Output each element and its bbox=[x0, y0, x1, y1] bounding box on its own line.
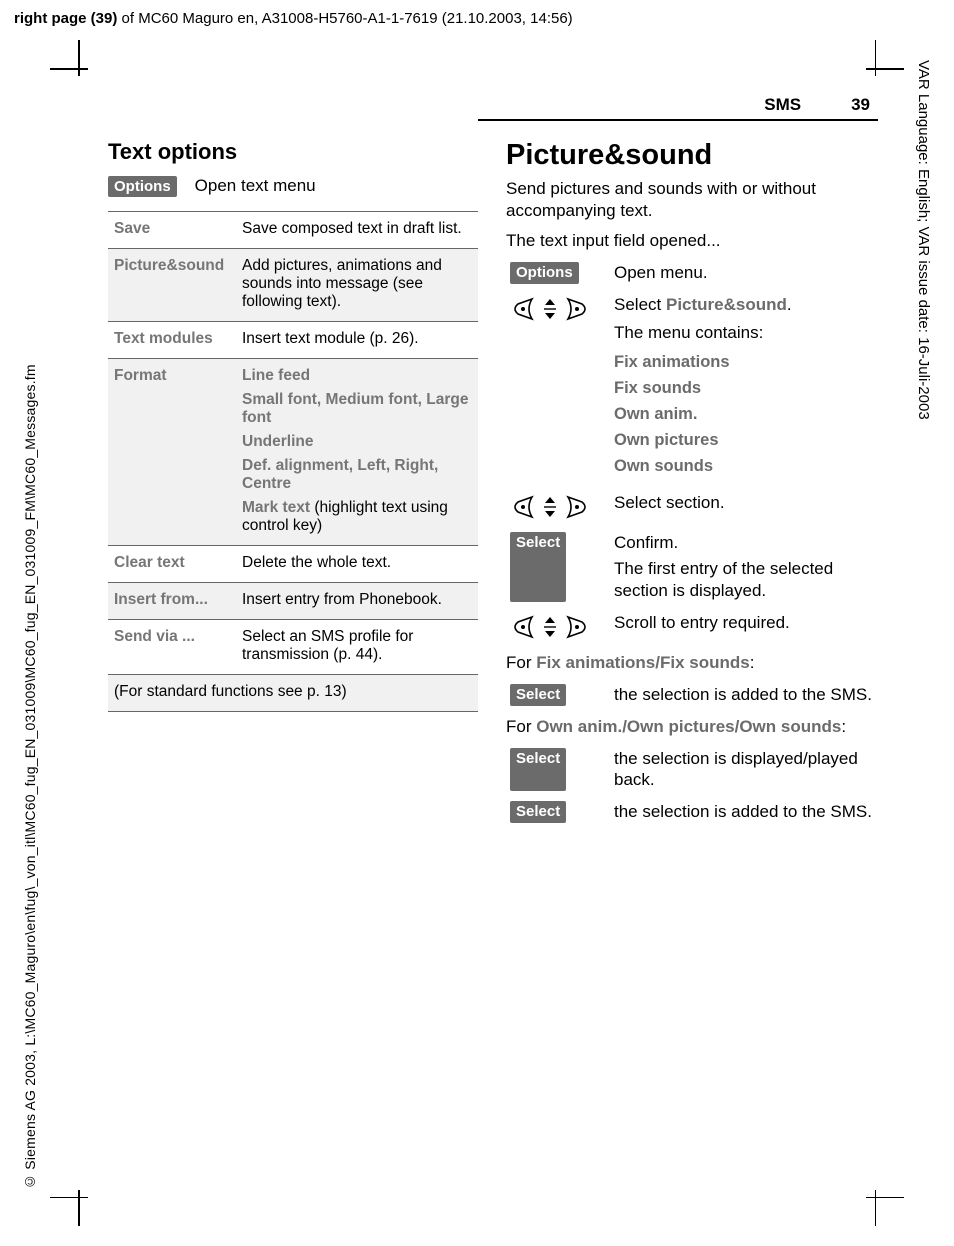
confirm-text: Confirm. bbox=[614, 532, 876, 554]
table-row: Insert from...Insert entry from Phoneboo… bbox=[108, 583, 478, 620]
opt-clear-desc: Delete the whole text. bbox=[236, 546, 478, 583]
crop-mark bbox=[875, 40, 877, 76]
step-confirm: Select Confirm. The first entry of the s… bbox=[506, 532, 876, 601]
select-softkey: Select bbox=[510, 532, 566, 601]
intro-1: Send pictures and sounds with or without… bbox=[506, 178, 876, 222]
opt-textmod-desc: Insert text module (p. 26). bbox=[236, 322, 478, 359]
running-head: SMS 39 bbox=[478, 95, 878, 121]
opt-sendvia-desc: Select an SMS profile for transmission (… bbox=[236, 620, 478, 675]
opt-picsnd-desc: Add pictures, animations and sounds into… bbox=[236, 249, 478, 322]
step-own-select-1: Select the selection is displayed/played… bbox=[506, 748, 876, 792]
select-ps-bold: Picture&sound bbox=[666, 295, 787, 314]
crop-mark bbox=[875, 1190, 877, 1226]
crop-mark bbox=[78, 1190, 80, 1226]
left-column: Text options Options Open text menu Save… bbox=[108, 139, 478, 833]
opt-insert-label: Insert from... bbox=[108, 583, 236, 620]
source-header-bold: right page (39) bbox=[14, 10, 117, 27]
format-line: Line feed bbox=[242, 367, 472, 385]
picture-sound-heading: Picture&sound bbox=[506, 139, 876, 172]
scroll-text: Scroll to entry required. bbox=[614, 612, 876, 642]
table-row: Picture&soundAdd pictures, animations an… bbox=[108, 249, 478, 322]
crop-mark bbox=[866, 68, 904, 70]
format-mark-line: Mark text (highlight text using control … bbox=[242, 499, 472, 535]
select-softkey: Select bbox=[510, 684, 566, 706]
sel-added-text-2: the selection is added to the SMS. bbox=[614, 801, 876, 823]
table-row: Text modulesInsert text module (p. 26). bbox=[108, 322, 478, 359]
sel-added-text: the selection is added to the SMS. bbox=[614, 684, 876, 706]
format-mark-bold: Mark text bbox=[242, 499, 310, 516]
source-header: right page (39) of MC60 Maguro en, A3100… bbox=[14, 10, 573, 27]
crop-mark bbox=[78, 40, 80, 76]
opt-textmod-label: Text modules bbox=[108, 322, 236, 359]
for-fix-line: For Fix animations/Fix sounds: bbox=[506, 652, 876, 674]
opt-picsnd-label: Picture&sound bbox=[108, 249, 236, 322]
table-footer-row: (For standard functions see p. 13) bbox=[108, 675, 478, 712]
open-menu-text: Open menu. bbox=[614, 262, 876, 284]
right-margin-text: VAR Language: English; VAR issue date: 1… bbox=[912, 60, 932, 560]
format-line: Def. alignment, Left, Right, Centre bbox=[242, 457, 472, 493]
menu-item: Fix animations bbox=[614, 352, 876, 373]
running-title: SMS bbox=[764, 95, 801, 115]
options-desc: Open text menu bbox=[195, 175, 316, 197]
nav-key-icon bbox=[510, 294, 590, 482]
right-column: Picture&sound Send pictures and sounds w… bbox=[506, 139, 876, 833]
menu-contains: The menu contains: bbox=[614, 322, 876, 344]
opt-clear-label: Clear text bbox=[108, 546, 236, 583]
options-softkey: Options bbox=[510, 262, 579, 284]
first-entry-text: The first entry of the selected section … bbox=[614, 558, 876, 602]
menu-item: Own pictures bbox=[614, 430, 876, 451]
table-row: Send via ...Select an SMS profile for tr… bbox=[108, 620, 478, 675]
content-area: SMS 39 Text options Options Open text me… bbox=[108, 95, 878, 833]
text-options-heading: Text options bbox=[108, 139, 478, 165]
table-row: Clear textDelete the whole text. bbox=[108, 546, 478, 583]
nav-key-icon bbox=[510, 612, 590, 642]
step-open-menu: Options Open menu. bbox=[506, 262, 876, 284]
table-row: Format Line feed Small font, Medium font… bbox=[108, 359, 478, 546]
nav-key-icon bbox=[510, 492, 590, 522]
options-softkey: Options bbox=[108, 176, 177, 197]
step-select-ps: Select Picture&sound. The menu contains:… bbox=[506, 294, 876, 482]
page: right page (39) of MC60 Maguro en, A3100… bbox=[0, 0, 954, 1246]
menu-item: Fix sounds bbox=[614, 378, 876, 399]
step-own-select-2: Select the selection is added to the SMS… bbox=[506, 801, 876, 823]
sel-played-text: the selection is displayed/played back. bbox=[614, 748, 876, 792]
intro-2: The text input field opened... bbox=[506, 230, 876, 252]
opt-save-label: Save bbox=[108, 212, 236, 249]
select-ps-pre: Select bbox=[614, 295, 666, 314]
crop-mark bbox=[50, 68, 88, 70]
format-line: Underline bbox=[242, 433, 472, 451]
step-fix-select: Select the selection is added to the SMS… bbox=[506, 684, 876, 706]
source-header-rest: of MC60 Maguro en, A31008-H5760-A1-1-761… bbox=[117, 10, 572, 27]
opt-format-label: Format bbox=[108, 359, 236, 546]
for-own-line: For Own anim./Own pictures/Own sounds: bbox=[506, 716, 876, 738]
page-number: 39 bbox=[851, 95, 870, 115]
left-margin-text: © Siemens AG 2003, L:\MC60_Maguro\en\fug… bbox=[22, 240, 42, 1190]
for-own-bold: Own anim./Own pictures/Own sounds bbox=[536, 717, 841, 736]
opt-insert-desc: Insert entry from Phonebook. bbox=[236, 583, 478, 620]
opt-footer: (For standard functions see p. 13) bbox=[108, 675, 478, 712]
select-softkey: Select bbox=[510, 748, 566, 792]
step-scroll: Scroll to entry required. bbox=[506, 612, 876, 642]
options-table: SaveSave composed text in draft list. Pi… bbox=[108, 211, 478, 712]
opt-format-desc: Line feed Small font, Medium font, Large… bbox=[236, 359, 478, 546]
select-section-text: Select section. bbox=[614, 492, 876, 522]
crop-mark bbox=[50, 1197, 88, 1199]
table-row: SaveSave composed text in draft list. bbox=[108, 212, 478, 249]
opt-save-desc: Save composed text in draft list. bbox=[236, 212, 478, 249]
for-fix-bold: Fix animations/Fix sounds bbox=[536, 653, 749, 672]
menu-item: Own anim. bbox=[614, 404, 876, 425]
format-line: Small font, Medium font, Large font bbox=[242, 391, 472, 427]
crop-mark bbox=[866, 1197, 904, 1199]
step-select-section: Select section. bbox=[506, 492, 876, 522]
opt-sendvia-label: Send via ... bbox=[108, 620, 236, 675]
menu-item: Own sounds bbox=[614, 456, 876, 477]
select-softkey: Select bbox=[510, 801, 566, 823]
